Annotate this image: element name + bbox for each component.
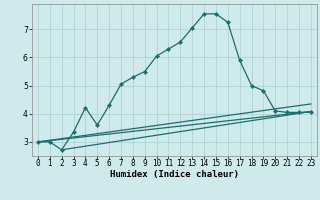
- X-axis label: Humidex (Indice chaleur): Humidex (Indice chaleur): [110, 170, 239, 179]
